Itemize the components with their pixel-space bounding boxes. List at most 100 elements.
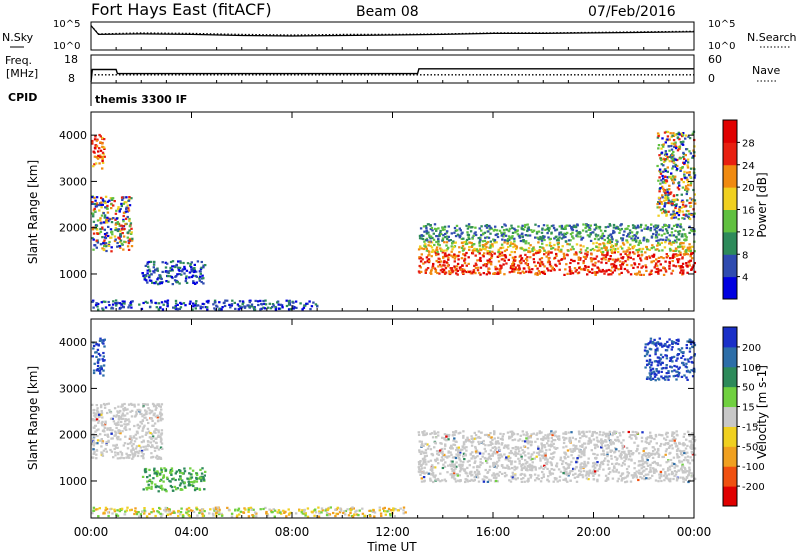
data-cell — [670, 148, 674, 151]
data-cell — [285, 304, 289, 308]
data-cell — [550, 436, 553, 440]
data-cell — [643, 461, 646, 464]
data-cell — [610, 235, 613, 238]
data-cell — [596, 445, 600, 448]
data-cell — [453, 443, 457, 447]
data-cell — [94, 416, 97, 419]
data-cell — [545, 255, 548, 258]
nsearch-label: N.Search — [747, 31, 797, 44]
data-cell — [618, 273, 621, 276]
data-cell — [531, 268, 534, 271]
data-cell — [594, 273, 597, 276]
data-cell — [550, 472, 553, 475]
data-cell — [503, 231, 506, 234]
data-cell — [185, 269, 189, 272]
data-cell — [164, 469, 168, 472]
data-cell — [686, 271, 689, 274]
data-cell — [116, 457, 120, 460]
data-cell — [103, 338, 106, 341]
data-cell — [215, 511, 218, 514]
data-cell — [529, 465, 532, 468]
data-cell — [653, 461, 656, 464]
data-cell — [434, 252, 438, 255]
data-cell — [539, 262, 542, 265]
data-cell — [569, 440, 572, 444]
data-cell — [460, 268, 463, 271]
data-cell — [142, 405, 145, 408]
colorbar-swatch — [723, 276, 737, 300]
data-cell — [153, 469, 156, 472]
data-cell — [144, 409, 147, 412]
data-cell — [119, 239, 123, 242]
data-cell — [619, 245, 622, 248]
data-cell — [430, 432, 434, 435]
data-cell — [591, 271, 594, 274]
data-cell — [128, 217, 131, 221]
data-cell — [550, 231, 553, 234]
data-cell — [265, 512, 268, 515]
data-cell — [477, 465, 481, 468]
data-cell — [440, 456, 444, 459]
data-cell — [102, 221, 106, 224]
data-cell — [108, 409, 111, 412]
data-cell — [482, 255, 485, 258]
data-cell — [239, 307, 242, 310]
data-cell — [664, 196, 668, 199]
data-cell — [109, 236, 112, 239]
data-cell — [129, 410, 132, 413]
data-cell — [672, 477, 675, 481]
data-cell — [515, 467, 518, 470]
data-cell — [557, 239, 560, 242]
data-cell — [613, 263, 616, 266]
data-cell — [527, 456, 530, 459]
data-cell — [237, 507, 241, 510]
data-cell — [94, 430, 97, 433]
data-cell — [418, 463, 421, 466]
data-cell — [144, 274, 147, 277]
data-cell — [637, 478, 640, 482]
data-cell — [95, 453, 98, 456]
data-cell — [101, 198, 104, 201]
data-cell — [195, 480, 199, 483]
y-tick-label: 2000 — [59, 222, 87, 235]
data-cell — [667, 238, 670, 241]
data-cell — [645, 256, 648, 259]
data-cell — [587, 440, 590, 443]
data-cell — [659, 187, 662, 190]
data-cell — [463, 247, 466, 250]
data-cell — [682, 228, 685, 231]
data-cell — [659, 157, 662, 160]
data-cell — [92, 232, 96, 235]
data-cell — [421, 258, 424, 261]
data-cell — [543, 464, 546, 467]
data-cell — [650, 247, 653, 250]
data-cell — [170, 473, 173, 476]
data-cell — [501, 437, 504, 440]
data-cell — [443, 433, 447, 436]
data-cell — [162, 475, 166, 478]
data-cell — [505, 228, 508, 231]
data-cell — [174, 265, 177, 269]
data-cell — [448, 253, 451, 256]
data-cell — [480, 234, 483, 237]
data-cell — [188, 514, 191, 517]
data-cell — [526, 229, 529, 233]
data-cell — [357, 514, 360, 517]
data-cell — [116, 228, 119, 231]
data-cell — [441, 226, 445, 229]
data-cell — [250, 303, 254, 306]
data-cell — [152, 510, 155, 513]
data-cell — [440, 232, 443, 236]
data-cell — [262, 507, 265, 511]
data-cell — [146, 403, 149, 406]
data-cell — [91, 141, 94, 144]
data-cell — [690, 441, 693, 444]
data-cell — [633, 472, 636, 475]
data-cell — [101, 441, 104, 444]
data-cell — [631, 251, 635, 254]
data-cell — [142, 457, 145, 460]
data-cell — [670, 234, 673, 237]
data-cell — [148, 512, 151, 515]
data-cell — [117, 415, 120, 418]
data-cell — [439, 480, 442, 483]
